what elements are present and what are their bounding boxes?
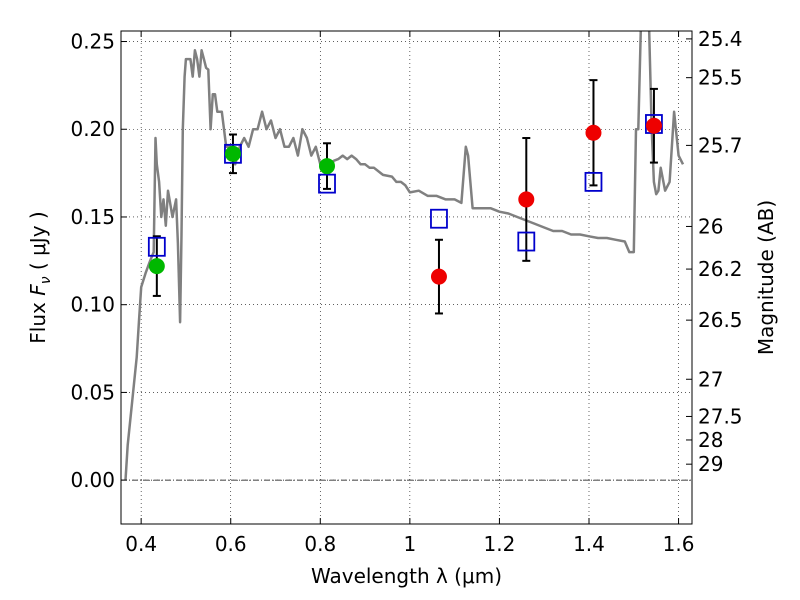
plot-frame	[120, 30, 693, 525]
x-axis-title: Wavelength λ (μm)	[311, 564, 502, 588]
x-tick-label: 0.6	[215, 532, 247, 556]
observed-flux-point	[585, 124, 602, 141]
observed-flux-point	[319, 158, 336, 175]
model-flux-square	[430, 208, 448, 229]
y2-tick-label: 26.2	[698, 257, 743, 281]
observed-flux-point	[148, 258, 165, 275]
observed-flux-point	[224, 145, 241, 162]
x-tick-label: 1.4	[573, 532, 605, 556]
model-flux-square	[147, 236, 166, 257]
model-flux-square	[318, 173, 336, 194]
y2-tick-label: 27.5	[698, 404, 743, 428]
model-flux-square	[517, 231, 536, 252]
observed-flux-point	[430, 268, 447, 285]
x-tick-label: 0.8	[304, 532, 336, 556]
y-tick-label: 0.15	[70, 205, 115, 229]
observed-flux-point	[518, 191, 535, 208]
x-tick-label: 1.6	[663, 532, 695, 556]
y2-tick-label: 26.5	[698, 308, 743, 332]
x-tick-label: 0.4	[125, 532, 157, 556]
y-tick-label: 0.10	[70, 293, 115, 317]
y-axis-title: Flux Fν ( μJy )	[26, 211, 54, 343]
ticks-layer: 0.4 0.6 0.8 1 1.2 1.4 1.6 0.00 0.05 0.10 0.15 0.20 0…	[70, 27, 742, 556]
x-tick-label: 1	[403, 532, 416, 556]
y-tick-label: 0.25	[70, 30, 115, 54]
x-tick-label: 1.2	[484, 532, 516, 556]
y2-tick-label: 29	[698, 452, 723, 476]
model-flux-square	[584, 171, 603, 192]
y2-tick-label: 25.7	[698, 133, 743, 157]
series-layer	[124, 31, 685, 481]
y2-tick-label: 28	[698, 428, 723, 452]
y2-axis-title: Magnitude (AB)	[754, 200, 778, 355]
y2-tick-label: 27	[698, 367, 723, 391]
y-tick-label: 0.00	[70, 468, 115, 492]
plot-area	[121, 31, 692, 524]
y2-tick-label: 25.4	[698, 27, 743, 51]
y2-tick-label: 26	[698, 214, 723, 238]
y2-tick-label: 25.5	[698, 66, 743, 90]
y-tick-label: 0.20	[70, 117, 115, 141]
observed-flux-point	[645, 117, 662, 134]
y-tick-label: 0.05	[70, 380, 115, 404]
